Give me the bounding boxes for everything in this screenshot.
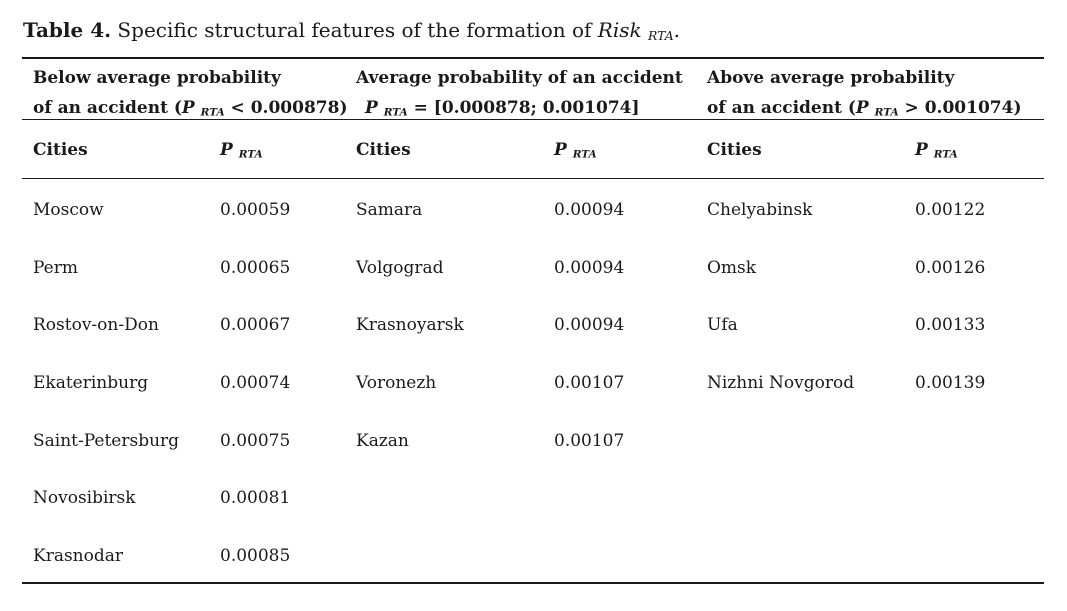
p-value-cell: 0.00107 bbox=[554, 373, 625, 393]
column-header-p-subscript: RTA bbox=[572, 148, 597, 161]
column-header-p: P bbox=[220, 140, 233, 160]
group-header-line1: Average probability of an accident bbox=[356, 68, 683, 88]
p-value-cell: 0.00081 bbox=[220, 488, 291, 508]
p-value-cell: 0.00085 bbox=[220, 546, 291, 566]
caption-end: . bbox=[673, 18, 681, 42]
city-cell: Samara bbox=[356, 200, 423, 220]
column-header-p: P bbox=[915, 140, 928, 160]
p-value-cell: 0.00107 bbox=[554, 431, 625, 451]
p-value-cell: 0.00094 bbox=[554, 258, 625, 278]
group-header-below-average: Below average probability of an accident… bbox=[33, 63, 347, 128]
city-cell: Perm bbox=[33, 258, 78, 278]
caption-risk-subscript: RTA bbox=[648, 28, 674, 44]
table-caption: Table 4. Specific structural features of… bbox=[23, 18, 680, 43]
p-value-cell: 0.00122 bbox=[915, 200, 986, 220]
header-rule bbox=[22, 119, 1044, 120]
group-header-p-subscript: RTA bbox=[383, 106, 408, 119]
column-header-p-rta: P RTA bbox=[554, 140, 597, 161]
bottom-rule bbox=[22, 582, 1044, 584]
group-header-p-subscript: RTA bbox=[874, 106, 899, 119]
column-header-p-subscript: RTA bbox=[238, 148, 263, 161]
city-cell: Voronezh bbox=[356, 373, 437, 393]
column-header-rule bbox=[22, 178, 1044, 179]
city-cell: Volgograd bbox=[356, 258, 444, 278]
group-header-line1: Above average probability bbox=[707, 68, 955, 88]
p-value-cell: 0.00133 bbox=[915, 315, 986, 335]
group-header-range: > 0.001074) bbox=[898, 98, 1022, 118]
city-cell: Krasnodar bbox=[33, 546, 124, 566]
p-value-cell: 0.00094 bbox=[554, 200, 625, 220]
city-cell: Chelyabinsk bbox=[707, 200, 813, 220]
group-header-line1: Below average probability bbox=[33, 68, 281, 88]
column-header-p: P bbox=[554, 140, 567, 160]
p-value-cell: 0.00059 bbox=[220, 200, 291, 220]
city-cell: Novosibirsk bbox=[33, 488, 136, 508]
top-rule bbox=[22, 57, 1044, 59]
city-cell: Ekaterinburg bbox=[33, 373, 149, 393]
group-header-range: = [0.000878; 0.001074] bbox=[407, 98, 640, 118]
city-cell: Kazan bbox=[356, 431, 409, 451]
group-header-p: P bbox=[855, 98, 869, 118]
caption-risk: Risk bbox=[597, 18, 642, 42]
city-cell: Rostov-on-Don bbox=[33, 315, 159, 335]
group-header-range: < 0.000878) bbox=[224, 98, 348, 118]
column-header-cities: Cities bbox=[707, 140, 762, 160]
group-header-line2: of an accident (P RTA > 0.001074) bbox=[707, 93, 1021, 128]
column-header-cities: Cities bbox=[33, 140, 88, 160]
p-value-cell: 0.00094 bbox=[554, 315, 625, 335]
column-header-p-rta: P RTA bbox=[915, 140, 958, 161]
city-cell: Nizhni Novgorod bbox=[707, 373, 855, 393]
group-header-line2: P RTA = [0.000878; 0.001074] bbox=[356, 93, 683, 128]
city-cell: Krasnoyarsk bbox=[356, 315, 464, 335]
caption-label: Table 4. bbox=[23, 18, 112, 42]
city-cell: Ufa bbox=[707, 315, 738, 335]
p-value-cell: 0.00065 bbox=[220, 258, 291, 278]
p-value-cell: 0.00074 bbox=[220, 373, 291, 393]
group-header-prefix: of an accident ( bbox=[33, 98, 182, 118]
column-header-p-rta: P RTA bbox=[220, 140, 263, 161]
p-value-cell: 0.00139 bbox=[915, 373, 986, 393]
city-cell: Omsk bbox=[707, 258, 757, 278]
caption-text: Specific structural features of the form… bbox=[111, 18, 598, 42]
group-header-p: P bbox=[365, 98, 378, 118]
column-header-p-subscript: RTA bbox=[933, 148, 958, 161]
p-value-cell: 0.00075 bbox=[220, 431, 291, 451]
group-header-p-subscript: RTA bbox=[200, 106, 225, 119]
group-header-line2: of an accident (P RTA < 0.000878) bbox=[33, 93, 347, 128]
group-header-prefix: of an accident ( bbox=[707, 98, 856, 118]
p-value-cell: 0.00067 bbox=[220, 315, 291, 335]
group-header-average: Average probability of an accident P RTA… bbox=[356, 63, 683, 128]
group-header-above-average: Above average probability of an accident… bbox=[707, 63, 1021, 128]
p-value-cell: 0.00126 bbox=[915, 258, 986, 278]
group-header-p: P bbox=[181, 98, 195, 118]
city-cell: Saint-Petersburg bbox=[33, 431, 180, 451]
column-header-cities: Cities bbox=[356, 140, 411, 160]
city-cell: Moscow bbox=[33, 200, 104, 220]
